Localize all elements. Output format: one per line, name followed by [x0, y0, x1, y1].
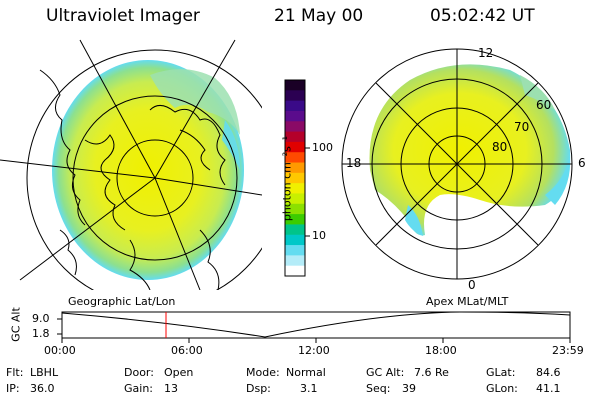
colorbar-cell [285, 255, 305, 267]
ip-label: IP: [6, 382, 20, 395]
gcalt-label: GC Alt: [366, 366, 405, 379]
timeline-x-tick-2: 12:00 [298, 344, 330, 357]
colorbar-cell [285, 162, 305, 174]
dsp-label: Dsp: [246, 382, 271, 395]
timeline-x-tick-3: 18:00 [425, 344, 457, 357]
colorbar-cell [285, 100, 305, 112]
colorbar-tick-10: 10 [312, 229, 326, 242]
altitude-timeline [57, 311, 571, 343]
date-label: 21 May 00 [274, 6, 364, 26]
colorbar-tick-100: 100 [312, 141, 333, 154]
seq-value: 39 [402, 382, 416, 395]
colorbar-cell [285, 141, 305, 153]
colorbar-cell [285, 80, 305, 91]
lat-label-60: 60 [536, 98, 552, 112]
door-label: Door: [124, 366, 154, 379]
lat-label-70: 70 [514, 120, 530, 134]
mode-label: Mode: [246, 366, 280, 379]
colorbar-cell [285, 245, 305, 256]
gain-label: Gain: [124, 382, 153, 395]
colorbar-cell [285, 183, 305, 194]
mlt-label-18: 18 [346, 156, 362, 170]
door-value: Open [164, 366, 194, 379]
geographic-panel-label: Geographic Lat/Lon [68, 295, 176, 308]
coastlines [39, 69, 226, 290]
flt-label: Flt: [6, 366, 24, 379]
colorbar-cell [285, 131, 305, 143]
dsp-value: 3.1 [300, 382, 318, 395]
colorbar-cell [285, 265, 305, 277]
glat-value: 84.6 [536, 366, 561, 379]
apex-panel-label: Apex MLat/MLT [426, 295, 509, 308]
colorbar-cell [285, 121, 305, 133]
mlt-label-6: 6 [578, 156, 586, 170]
colorbar-cell [285, 214, 305, 225]
colorbar-cell [285, 193, 305, 205]
timeline-x-tick-4: 23:59 [552, 344, 584, 357]
mode-value: Normal [286, 366, 326, 379]
lat-label-80: 80 [492, 140, 508, 154]
gcalt-value: 7.6 Re [414, 366, 449, 379]
colorbar-cell [285, 90, 305, 102]
timeline-x-tick-1: 06:00 [171, 344, 203, 357]
gain-value: 13 [164, 382, 178, 395]
colorbar-cell [285, 203, 305, 215]
mlt-label-12: 12 [478, 46, 494, 60]
colorbar-cell [285, 234, 305, 246]
seq-label: Seq: [366, 382, 391, 395]
aurora-patch-geo [150, 69, 240, 135]
altitude-curve [61, 311, 571, 338]
timeline-y-tick-top: 9.0 [32, 312, 50, 325]
colorbar-unit-label: photon cm⁻²s⁻¹ [280, 135, 294, 222]
geographic-map [0, 39, 262, 290]
apex-polar-plot [341, 48, 573, 280]
ip-value: 36.0 [30, 382, 55, 395]
time-label: 05:02:42 UT [430, 6, 535, 26]
header: Ultraviolet Imager 21 May 00 05:02:42 UT [0, 6, 600, 30]
mlt-label-0: 0 [468, 278, 476, 292]
timeline-y-tick-bottom: 1.8 [32, 327, 50, 340]
glat-label: GLat: [486, 366, 516, 379]
flt-value: LBHL [30, 366, 59, 379]
timeline-x-tick-0: 00:00 [44, 344, 76, 357]
timeline-y-label: GC Alt [9, 307, 23, 342]
colorbar-cell [285, 172, 305, 184]
geo-grid [0, 39, 262, 290]
app-title: Ultraviolet Imager [46, 6, 200, 26]
glon-value: 41.1 [536, 382, 561, 395]
colorbar-cell [285, 110, 305, 122]
colorbar-cell [285, 224, 305, 236]
colorbar [284, 79, 310, 277]
colorbar-cell [285, 152, 305, 164]
glon-label: GLon: [486, 382, 518, 395]
apex-grid [341, 48, 573, 280]
